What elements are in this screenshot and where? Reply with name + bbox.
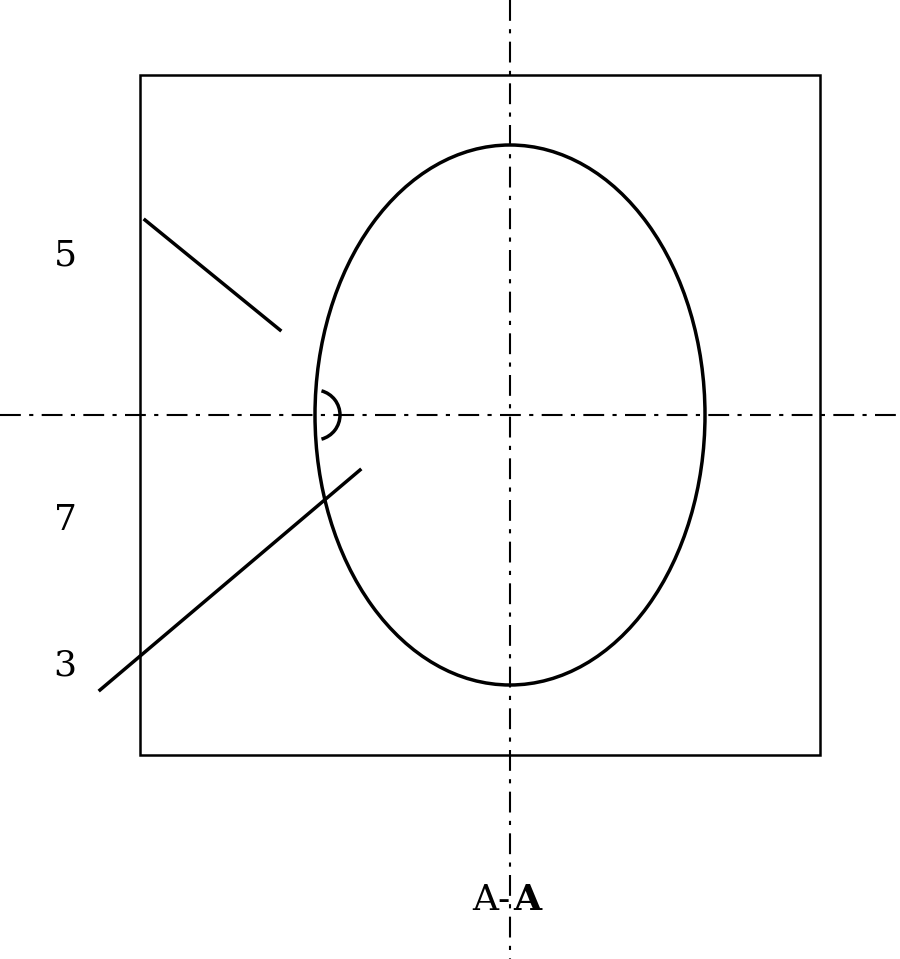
- Text: 7: 7: [54, 503, 76, 537]
- Text: 5: 5: [53, 238, 76, 272]
- Text: A-: A-: [472, 883, 510, 917]
- Text: A: A: [513, 883, 541, 917]
- Text: 3: 3: [53, 648, 76, 682]
- Bar: [140, 75, 820, 755]
